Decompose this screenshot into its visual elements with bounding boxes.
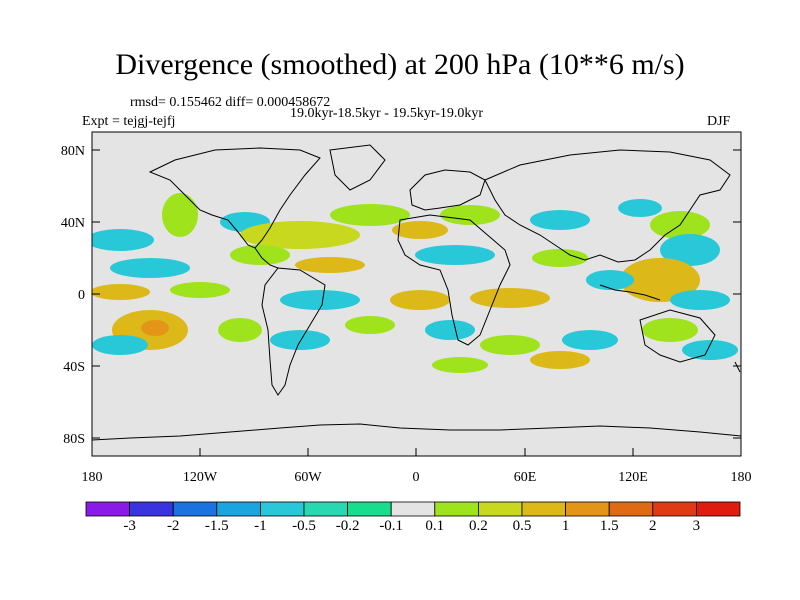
lat-tick-label: 40N (61, 216, 85, 231)
colorbar-label: -0.1 (379, 518, 404, 534)
coastlines (92, 144, 741, 441)
coast-north-america (148, 147, 321, 249)
colorbar-swatch (696, 501, 741, 517)
colorbar-swatch (347, 501, 392, 517)
colorbar-swatch (477, 501, 523, 517)
lon-tick-label: 120E (618, 470, 648, 485)
coast-europe (409, 169, 486, 211)
contour-blob (330, 204, 410, 226)
colorbar-swatch (390, 501, 436, 517)
colorbar-label: -1 (254, 518, 267, 534)
contour-blob (280, 290, 360, 310)
colorbar-label: 3 (692, 518, 701, 534)
contour-blob (92, 229, 154, 251)
colorbar-swatch (216, 501, 261, 517)
lon-tick-label: 180 (82, 470, 103, 485)
colorbar-label: -1.5 (204, 518, 229, 534)
contour-blob (425, 320, 475, 340)
lon-tick-label: 60E (514, 470, 537, 485)
colorbar-label: 0.5 (512, 518, 532, 534)
chart-title: Divergence (smoothed) at 200 hPa (10**6 … (115, 48, 685, 81)
coast-indonesia (599, 284, 661, 301)
season-text: DJF (707, 114, 731, 129)
coast-asia (484, 149, 731, 263)
lat-tick-label: 80N (61, 144, 85, 159)
colorbar-label: -2 (166, 518, 180, 534)
contour-blob (141, 320, 169, 336)
coast-greenland (329, 144, 386, 191)
contour-blob (432, 357, 488, 373)
contour-blob (682, 340, 738, 360)
period-text: 19.0kyr-18.5kyr - 19.5kyr-19.0kyr (290, 106, 484, 121)
lon-tick-label: 60W (294, 470, 322, 485)
lon-ticks (91, 448, 742, 456)
lon-tick-label: 120W (183, 470, 218, 485)
contour-blob (618, 199, 662, 217)
colorbar-label: -0.2 (335, 518, 360, 534)
contour-blob (218, 318, 262, 342)
contour-blob (162, 193, 198, 237)
contour-blob (660, 234, 720, 266)
colorbar-label: -3 (123, 518, 136, 534)
lat-ticks (92, 149, 741, 439)
contour-blob (390, 290, 450, 310)
contour-blob (110, 258, 190, 278)
colorbar (85, 501, 741, 517)
colorbar-label: 1 (561, 518, 570, 534)
lon-tick-label: 180 (731, 470, 752, 485)
contour-blob (92, 335, 148, 355)
colorbar-swatch (565, 501, 610, 517)
coast-south-america (261, 267, 326, 396)
divergence-field (92, 193, 738, 373)
colorbar-label: 0.2 (469, 518, 488, 534)
colorbar-label: -0.5 (292, 518, 316, 534)
lat-tick-label: 40S (63, 360, 85, 375)
lon-tick-label: 0 (413, 470, 420, 485)
contour-blob (392, 221, 448, 239)
coast-central-america (254, 247, 279, 269)
colorbar-swatch (259, 501, 305, 517)
colorbar-swatch (521, 501, 566, 517)
contour-blob (670, 290, 730, 310)
colorbar-swatch (172, 501, 218, 517)
colorbar-swatch (652, 501, 697, 517)
contour-blob (620, 258, 700, 302)
coast-africa (397, 214, 511, 346)
contour-blob (92, 284, 150, 300)
contour-blob (440, 205, 500, 225)
contour-blob (530, 210, 590, 230)
colorbar-swatch (434, 501, 479, 517)
contour-blob (295, 257, 365, 273)
experiment-text: Expt = tejgj-tejfj (82, 114, 176, 129)
contour-blob (345, 316, 395, 334)
stats-text: rmsd= 0.155462 diff= 0.000458672 (130, 95, 331, 110)
contour-blob (480, 335, 540, 355)
colorbar-swatch (85, 501, 130, 517)
contour-blob (170, 282, 230, 298)
contour-blob (532, 249, 588, 267)
contour-blob (642, 318, 698, 342)
colorbar-swatch (608, 501, 654, 517)
contour-blob (530, 351, 590, 369)
contour-blob (470, 288, 550, 308)
colorbar-label: 1.5 (599, 518, 619, 534)
coast-new-zealand (734, 361, 741, 373)
colorbar-swatch (129, 501, 174, 517)
contour-blob (586, 270, 634, 290)
colorbar-label: 2 (649, 518, 657, 534)
colorbar-label: 0.1 (425, 518, 445, 534)
coast-australia (639, 309, 716, 363)
lat-tick-label: 80S (63, 432, 85, 447)
contour-blob (562, 330, 618, 350)
colorbar-swatch (303, 501, 348, 517)
coast-antarctica (92, 423, 741, 441)
contour-blob (270, 330, 330, 350)
contour-blob (415, 245, 495, 265)
lat-tick-label: 0 (78, 288, 85, 303)
